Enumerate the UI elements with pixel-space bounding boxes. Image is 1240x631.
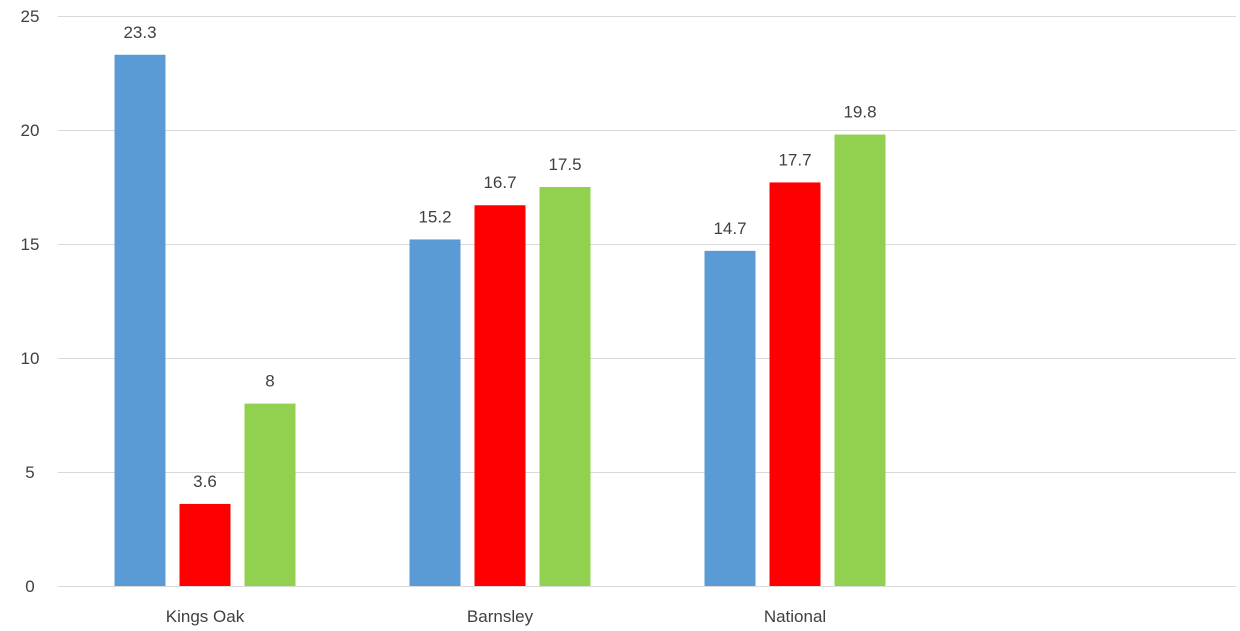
data-label: 17.7	[778, 150, 811, 169]
bar-barnsley-series-2	[474, 205, 526, 587]
bar-kings-oak-series-1	[114, 54, 166, 586]
y-tick-label: 5	[25, 463, 34, 482]
x-tick-label: National	[764, 607, 826, 626]
bar-kings-oak-series-2	[179, 503, 231, 586]
y-tick-label: 20	[21, 121, 40, 140]
bar-national-series-1	[704, 250, 756, 586]
data-labels: 23.3 3.6 8 15.2 16.7 17.5 14.7 17.7 19.8	[123, 23, 876, 491]
bar-barnsley-series-1	[409, 239, 461, 586]
y-tick-label: 15	[21, 235, 40, 254]
y-tick-label: 0	[25, 577, 34, 596]
x-axis-tick-labels: Kings Oak Barnsley National	[166, 607, 826, 626]
y-axis-tick-labels: 0 5 10 15 20 25	[21, 7, 40, 596]
x-tick-label: Barnsley	[467, 607, 534, 626]
data-label: 8	[265, 372, 274, 391]
data-label: 3.6	[193, 472, 217, 491]
data-label: 19.8	[843, 103, 876, 122]
bar-national-series-3	[834, 134, 886, 586]
data-label: 14.7	[713, 219, 746, 238]
data-label: 16.7	[483, 173, 516, 192]
y-tick-label: 10	[21, 349, 40, 368]
data-label: 17.5	[548, 155, 581, 174]
gridlines	[58, 16, 1236, 587]
y-tick-label: 25	[21, 7, 40, 26]
bar-national-series-2	[769, 182, 821, 586]
x-tick-label: Kings Oak	[166, 607, 245, 626]
data-label: 15.2	[418, 207, 451, 226]
bar-barnsley-series-3	[539, 187, 591, 586]
bars	[114, 54, 886, 587]
data-label: 23.3	[123, 23, 156, 42]
bar-kings-oak-series-3	[244, 403, 296, 586]
